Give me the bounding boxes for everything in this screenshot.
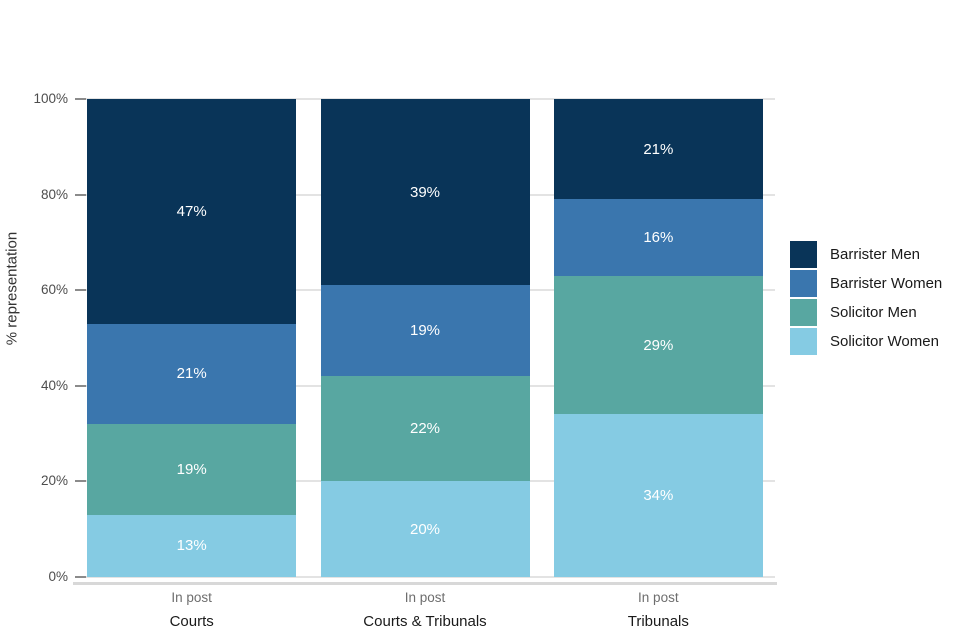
x-axis-line: [73, 582, 777, 585]
x-tick-label: In post: [171, 590, 212, 605]
bar-value-label: 16%: [643, 229, 674, 247]
legend-label: Solicitor Men: [830, 304, 917, 321]
bar-segment: 21%: [553, 99, 763, 200]
y-tick-mark: [75, 98, 86, 100]
category-label: Courts: [169, 613, 214, 630]
bar-value-label: 19%: [176, 460, 207, 478]
legend-swatch: [790, 328, 817, 355]
y-tick-mark: [75, 384, 86, 387]
legend: Barrister Men Barrister Women Solicitor Me…: [790, 241, 942, 357]
bar-value-label: 22%: [409, 420, 441, 438]
bar-value-label: 47%: [176, 202, 207, 220]
bar-value-label: 20%: [409, 520, 441, 538]
bar-segment: 19%: [320, 285, 530, 377]
bar-segment: 21%: [87, 323, 297, 425]
y-tick-label: 100%: [33, 91, 68, 106]
legend-swatch: [790, 241, 817, 268]
y-tick-mark: [75, 289, 86, 292]
category-label: Tribunals: [627, 613, 689, 630]
bar-segment: 20%: [320, 481, 530, 577]
y-tick-mark: [75, 480, 86, 483]
bar-value-label: 39%: [409, 183, 441, 201]
y-gridline: [75, 576, 775, 578]
y-tick-label: 60%: [40, 282, 68, 298]
bar-value-label: 19%: [409, 322, 441, 340]
legend-item: Barrister Women: [790, 270, 942, 297]
y-tick-label: 0%: [48, 569, 68, 584]
y-tick-mark: [75, 576, 86, 578]
legend-item: Solicitor Men: [790, 299, 942, 326]
bar-segment: 19%: [87, 424, 297, 515]
legend-swatch: [790, 270, 817, 297]
legend-label: Solicitor Women: [830, 333, 939, 350]
bar-segment: 13%: [87, 514, 297, 577]
y-tick-mark: [75, 193, 86, 196]
bar-segment: 22%: [320, 376, 530, 482]
bar-segment: 47%: [87, 99, 297, 324]
bar-value-label: 34%: [643, 487, 674, 505]
y-tick-label: 80%: [40, 186, 68, 202]
x-tick-label: In post: [404, 590, 446, 605]
bar-segment: 39%: [320, 99, 530, 286]
bar-value-label: 13%: [176, 537, 207, 555]
x-tick-label: In post: [638, 590, 679, 605]
legend-label: Barrister Women: [830, 275, 943, 292]
legend-item: Solicitor Women: [790, 328, 942, 355]
bar-segment: 29%: [553, 275, 763, 415]
bar-value-label: 21%: [643, 140, 674, 158]
bar-segment: 16%: [553, 199, 763, 276]
y-tick-label: 40%: [40, 377, 68, 393]
category-label: Courts & Tribunals: [363, 613, 487, 630]
bar-segment: 34%: [553, 414, 763, 577]
bar-value-label: 21%: [176, 365, 207, 383]
bar-value-label: 29%: [643, 336, 674, 354]
legend-swatch: [790, 299, 817, 326]
y-tick-label: 20%: [40, 473, 68, 489]
legend-item: Barrister Men: [790, 241, 942, 268]
legend-label: Barrister Men: [830, 246, 921, 263]
